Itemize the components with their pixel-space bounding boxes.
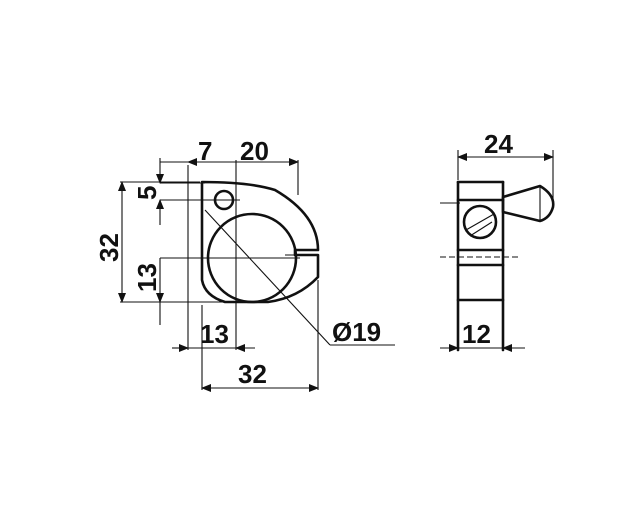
dim-top-left: 7 — [198, 136, 212, 166]
side-screw-hole — [462, 204, 498, 240]
side-view: 24 12 — [440, 129, 555, 352]
dim-bottom-total: 32 — [238, 359, 267, 389]
clamp-lever — [501, 184, 555, 223]
dim-bottom-inner: 13 — [200, 319, 229, 349]
dim-side-top: 24 — [484, 129, 513, 159]
dim-side-bottom: 12 — [462, 319, 491, 349]
dim-top-right: 20 — [240, 136, 269, 166]
dim-left-small: 5 — [132, 186, 162, 200]
dim-left-lower: 13 — [132, 263, 162, 292]
front-view: 7 20 5 32 13 13 32 Ø19 — [94, 136, 395, 392]
dim-left-total: 32 — [94, 233, 124, 262]
dim-diameter: Ø19 — [332, 317, 381, 347]
